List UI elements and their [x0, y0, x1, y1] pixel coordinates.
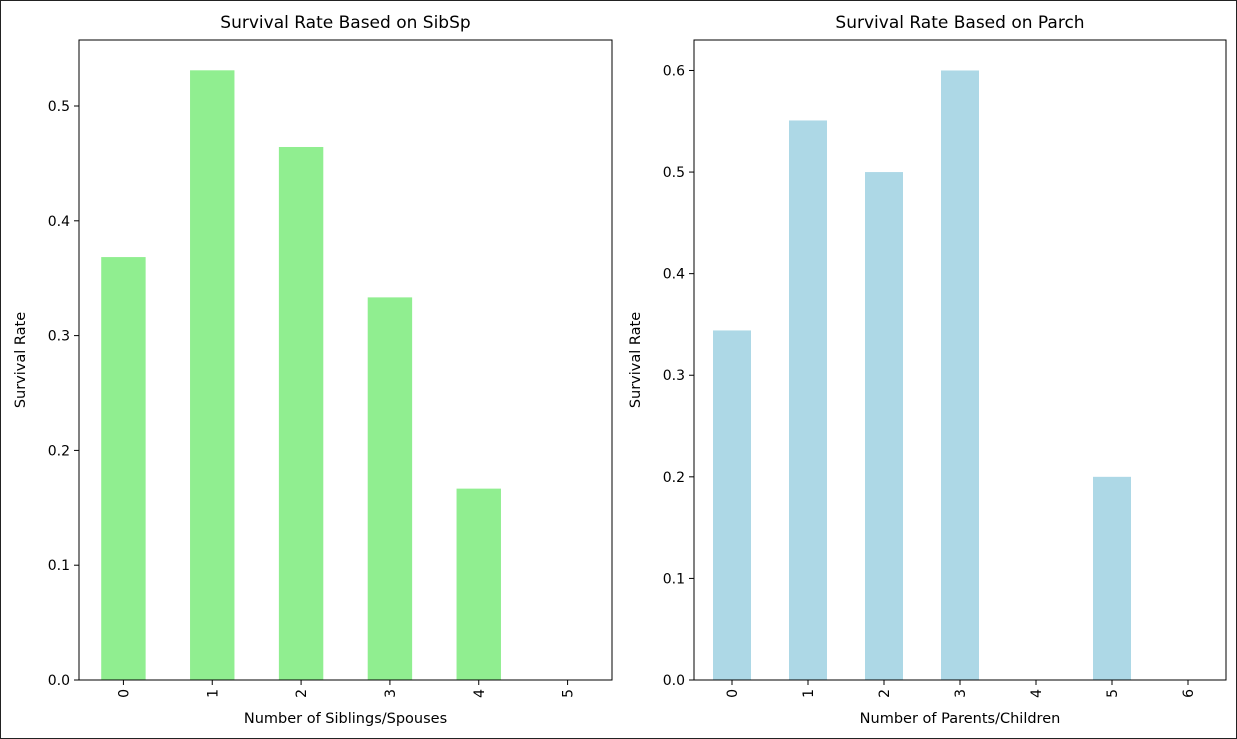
y-tick-label: 0.0 [663, 673, 685, 689]
bar-5 [1093, 476, 1131, 680]
y-tick-label: 0.3 [48, 329, 70, 345]
chart-2: 0.0 0.1 0.2 0.3 0.4 0.5 0.6 0 1 2 3 4 5 6 Survival Rat… [628, 13, 1227, 727]
y-tick-label: 0.1 [663, 571, 685, 587]
x-tick-label: 5 [1105, 689, 1121, 698]
x-tick-label: 2 [877, 689, 893, 698]
y-tick-label: 0.2 [663, 470, 685, 486]
y-tick-label: 0.6 [663, 63, 685, 79]
y-tick-label: 0.4 [663, 267, 685, 283]
y-axis-label: Survival Rate [13, 312, 29, 408]
y-tick-label: 0.5 [663, 165, 685, 181]
chart-1: 0.0 0.1 0.2 0.3 0.4 0.5 0 1 2 3 4 5 Survival Rate Ba… [13, 13, 613, 727]
bar-3 [367, 297, 413, 680]
x-axis-label: Number of Parents/Children [860, 711, 1061, 727]
y-tick-label: 0.2 [48, 443, 70, 459]
y-tick-label: 0.1 [48, 558, 70, 574]
bar-0 [713, 330, 751, 680]
x-tick-label: 4 [472, 689, 488, 698]
y-axis-label: Survival Rate [628, 312, 644, 408]
x-tick-label: 0 [116, 689, 132, 698]
x-tick-label: 1 [801, 689, 817, 698]
bar-1 [190, 70, 235, 680]
y-tick-label: 0.0 [48, 673, 70, 689]
chart-title: Survival Rate Based on SibSp [220, 13, 470, 33]
y-tick-label: 0.5 [48, 99, 70, 115]
bar-0 [101, 257, 146, 680]
x-tick-label: 3 [953, 689, 969, 698]
x-tick-label: 4 [1029, 689, 1045, 698]
bar-2 [278, 146, 324, 681]
x-tick-label: 0 [725, 689, 741, 698]
x-tick-label: 3 [383, 689, 399, 698]
plot-frame [78, 39, 613, 681]
chart-title: Survival Rate Based on Parch [835, 13, 1084, 33]
bar-1 [789, 120, 827, 680]
y-tick-label: 0.3 [663, 368, 685, 384]
y-tick-label: 0.4 [48, 214, 70, 230]
x-tick-label: 5 [561, 689, 577, 698]
bar-3 [941, 70, 979, 681]
x-tick-label: 1 [205, 689, 221, 698]
x-axis-label: Number of Siblings/Spouses [244, 711, 447, 727]
x-tick-label: 6 [1181, 689, 1197, 698]
x-tick-label: 2 [294, 689, 310, 698]
bar-4 [456, 488, 501, 680]
bar-2 [865, 172, 903, 680]
